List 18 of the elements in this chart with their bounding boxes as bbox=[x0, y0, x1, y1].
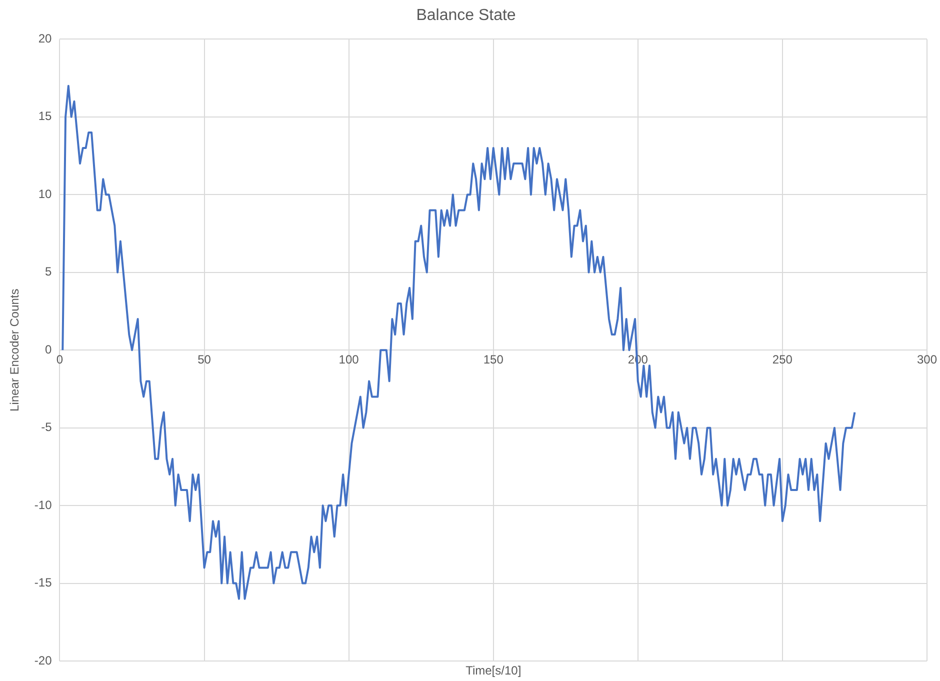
x-tick-label: 150 bbox=[483, 352, 504, 367]
y-tick-label: -10 bbox=[34, 498, 52, 512]
x-axis-title: Time[s/10] bbox=[466, 663, 522, 678]
y-tick-label: 10 bbox=[38, 186, 52, 201]
y-tick-label: 15 bbox=[38, 109, 52, 124]
y-tick-label: 5 bbox=[45, 264, 52, 279]
chart-title: Balance State bbox=[416, 7, 516, 24]
x-tick-label: 250 bbox=[772, 352, 793, 367]
x-tick-label: 0 bbox=[56, 352, 64, 367]
y-axis-title: Linear Encoder Counts bbox=[8, 288, 22, 412]
x-tick-label: 50 bbox=[198, 352, 212, 367]
y-tick-label: 0 bbox=[45, 342, 52, 356]
y-tick-label: -15 bbox=[34, 576, 52, 590]
x-tick-label: 300 bbox=[916, 352, 938, 367]
x-tick-label: 100 bbox=[338, 352, 360, 367]
y-tick-label: -5 bbox=[41, 420, 52, 434]
y-tick-label: -20 bbox=[34, 653, 52, 668]
y-tick-label: 20 bbox=[38, 32, 52, 46]
